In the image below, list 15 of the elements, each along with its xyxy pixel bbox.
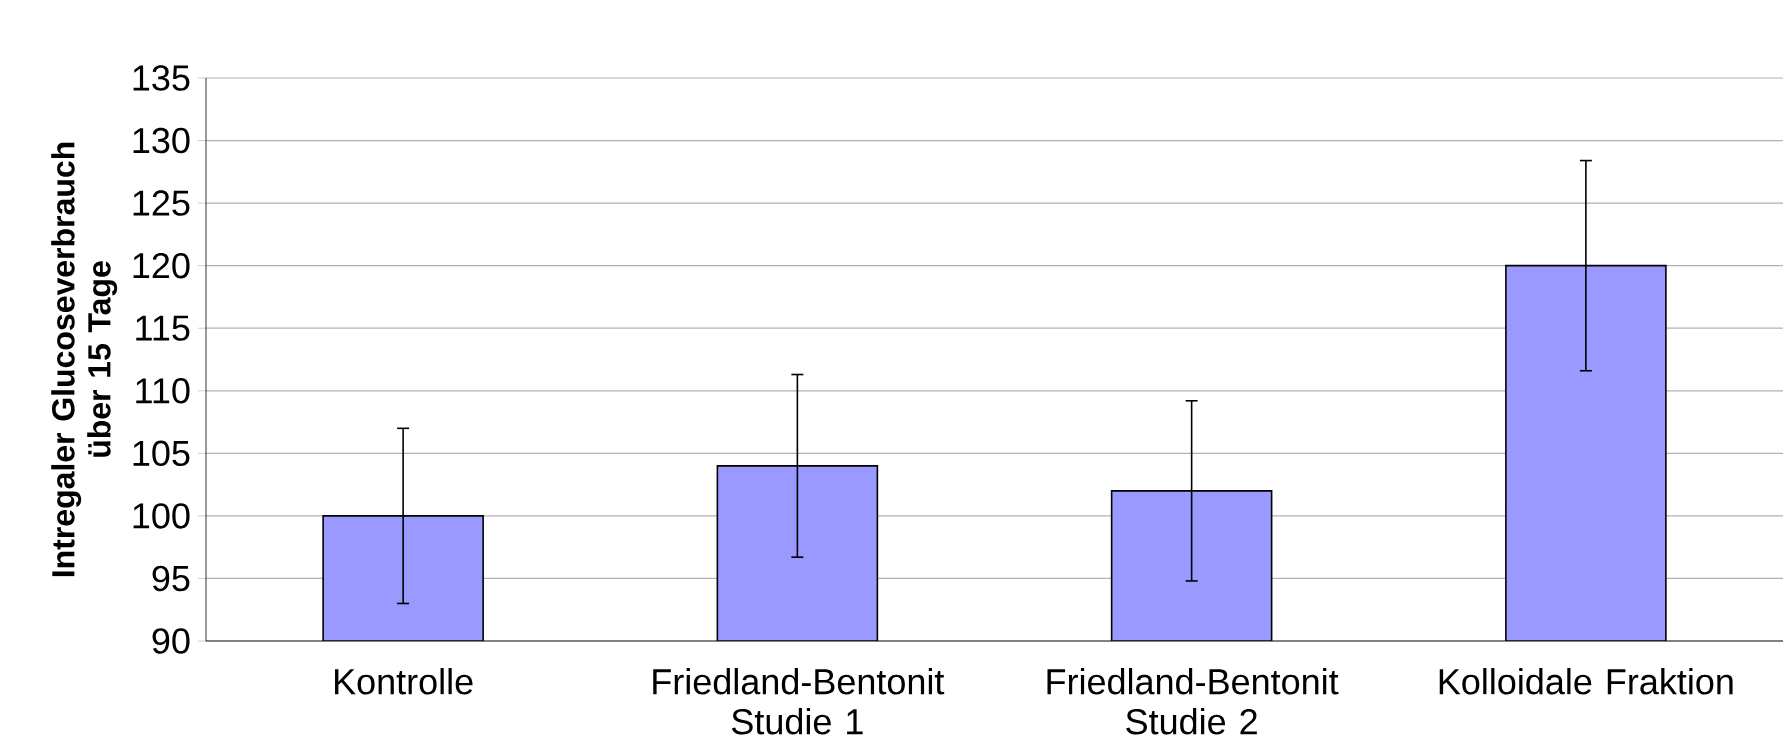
y-tick-label: 120 (133, 252, 190, 279)
y-axis-title: Intregaler Glucoseverbrauch über 15 Tage (51, 142, 118, 577)
x-tick-label: Friedland-Bentonit Studie 2 (1047, 668, 1339, 735)
y-tick-label: 130 (133, 127, 190, 154)
y-tick-label: 95 (152, 565, 190, 592)
x-tick-label: Friedland-Bentonit Studie 1 (653, 668, 945, 735)
y-tick-label: 90 (152, 628, 190, 654)
y-tick-label: 100 (133, 503, 190, 529)
x-tick-label: Kolloidale Fraktion (1439, 668, 1733, 695)
y-tick-label: 110 (136, 378, 190, 404)
y-tick-label: 105 (133, 440, 190, 467)
y-tick-label: 115 (136, 315, 190, 341)
y-tick-label: 135 (133, 65, 190, 91)
y-tick-label: 125 (133, 190, 190, 216)
x-tick-label: Kontrolle (335, 668, 473, 695)
